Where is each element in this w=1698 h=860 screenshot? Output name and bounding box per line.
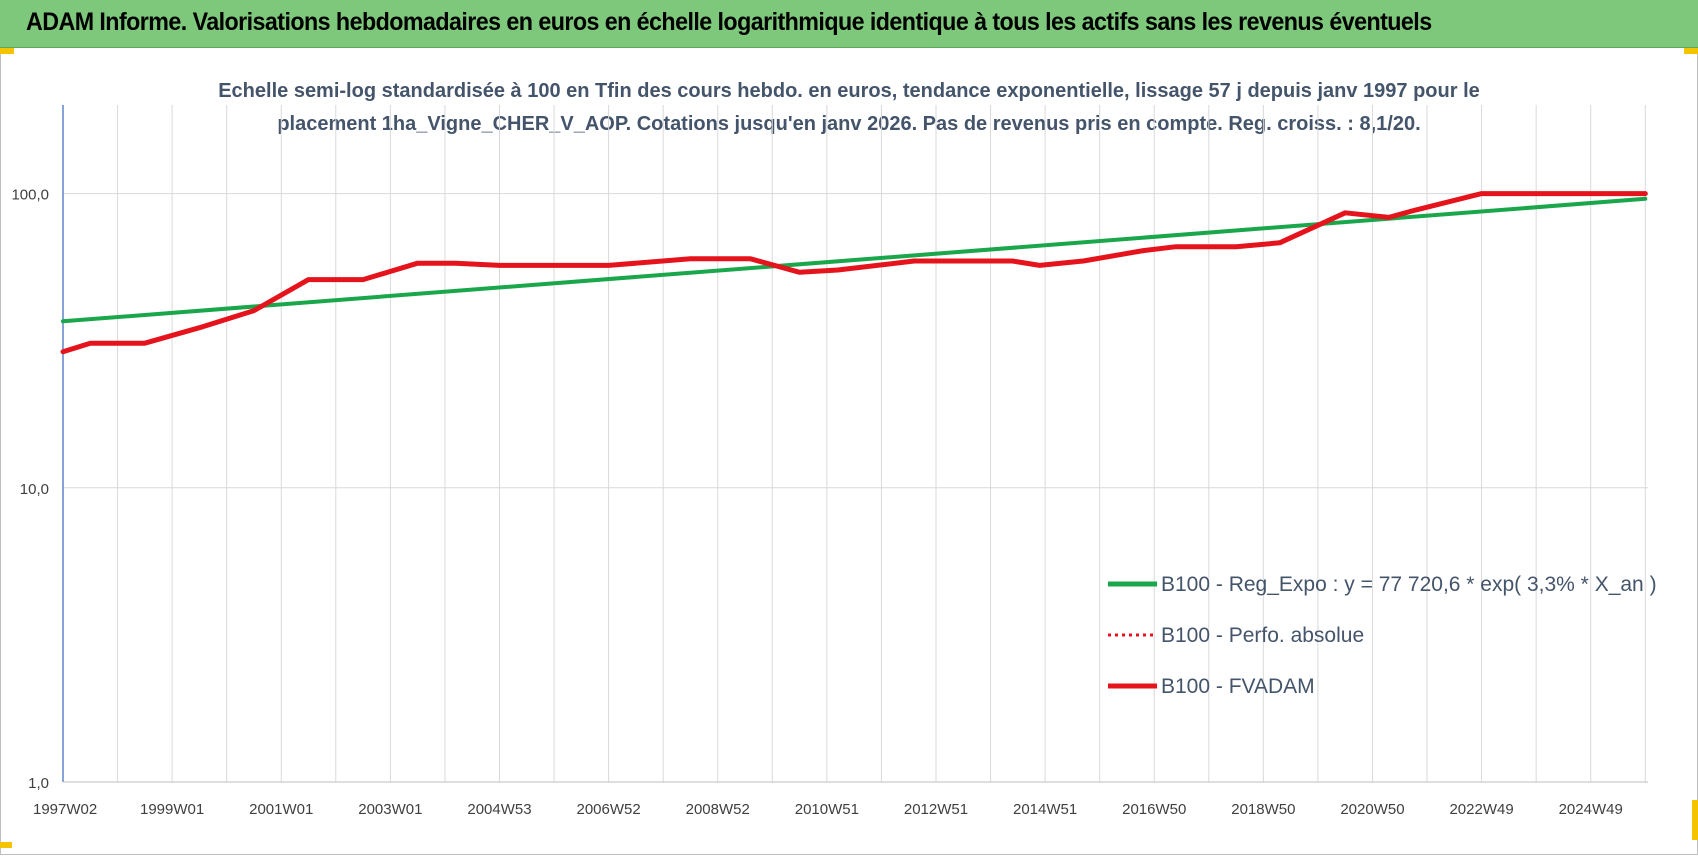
x-tick-label: 2022W49 xyxy=(1449,801,1513,818)
series-line-fvadam xyxy=(60,191,1648,355)
legend-label: B100 - Reg_Expo : y = 77 720,6 * exp( 3,… xyxy=(1161,573,1657,596)
grid xyxy=(62,105,1648,783)
x-tick-label: 2004W53 xyxy=(467,801,531,818)
x-tick-label: 2012W51 xyxy=(904,801,968,818)
series xyxy=(60,191,1648,355)
x-tick-label: 2003W01 xyxy=(358,801,422,818)
y-tick-label: 100,0 xyxy=(11,187,49,204)
corner-mark-bottom-right xyxy=(1692,800,1698,840)
x-tick-label: 2001W01 xyxy=(249,801,313,818)
x-tick-label: 2016W50 xyxy=(1122,801,1186,818)
x-tick-label: 1997W02 xyxy=(33,801,97,818)
header-banner: ADAM Informe. Valorisations hebdomadaire… xyxy=(0,0,1698,48)
x-tick-label: 2014W51 xyxy=(1013,801,1077,818)
corner-mark-top-right xyxy=(1684,48,1698,54)
chart-title-line-1: Echelle semi-log standardisée à 100 en T… xyxy=(218,80,1480,102)
legend-label: B100 - Perfo. absolue xyxy=(1161,624,1364,647)
legend: B100 - Reg_Expo : y = 77 720,6 * exp( 3,… xyxy=(1108,573,1657,698)
x-tick-label: 2020W50 xyxy=(1340,801,1404,818)
x-tick-label: 2024W49 xyxy=(1559,801,1623,818)
y-tick-label: 10,0 xyxy=(20,481,49,498)
corner-mark-top-left xyxy=(0,48,14,54)
legend-label: B100 - FVADAM xyxy=(1161,675,1315,698)
corner-mark-bottom-left xyxy=(0,842,12,848)
x-tick-label: 2018W50 xyxy=(1231,801,1295,818)
series-line-reg-expo xyxy=(61,196,1648,324)
banner-title: ADAM Informe. Valorisations hebdomadaire… xyxy=(26,8,1432,36)
x-tick-label: 2006W52 xyxy=(577,801,641,818)
y-tick-label: 1,0 xyxy=(28,775,49,792)
axes: 1,0 10,0 100,0 1997W02 1999W01 2001W01 2003W01… xyxy=(11,105,1648,818)
x-tick-label: 2008W52 xyxy=(686,801,750,818)
chart-title-line-2: placement 1ha_Vigne_CHER_V_AOP. Cotation… xyxy=(277,113,1420,135)
x-tick-label: 2010W51 xyxy=(795,801,859,818)
x-tick-label: 1999W01 xyxy=(140,801,204,818)
